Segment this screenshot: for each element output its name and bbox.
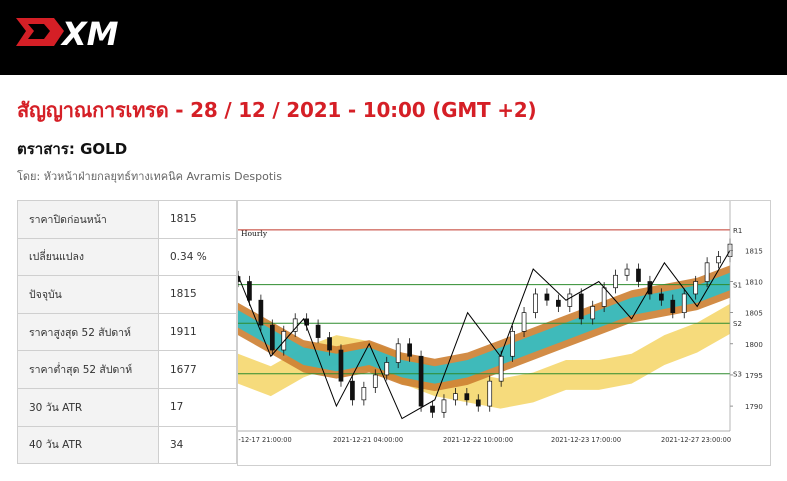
candle-body	[407, 343, 412, 357]
candle-body	[658, 293, 664, 301]
candle-body	[693, 281, 699, 295]
stat-label: ปัจจุบัน	[17, 275, 159, 314]
y-tick-label: 1815	[745, 247, 763, 255]
page-title: สัญญาณการเทรด - 28 / 12 / 2021 - 10:00 (…	[17, 98, 537, 122]
price-chart-svg: R1 S1 S2 S3 1790 1795 1800 1805 1810 1815 21-12-17…	[238, 201, 763, 444]
xm-logo-emblem-cutout	[28, 24, 50, 39]
candle-body	[521, 312, 527, 332]
table-row: ปัจจุบัน 1815	[17, 275, 237, 314]
candle-body	[350, 380, 355, 401]
candle-body	[590, 306, 596, 320]
candle-body	[292, 318, 298, 332]
slow-ma-band	[238, 303, 730, 409]
candle-body	[269, 324, 275, 351]
x-tick-label: 2021-12-21 04:00:00	[333, 436, 403, 444]
candle-body	[578, 293, 584, 320]
candle-body	[533, 293, 538, 314]
candle-body	[510, 330, 515, 357]
candle-body	[681, 293, 687, 314]
x-tick-label: 2021-12-23 17:00:00	[551, 436, 621, 444]
candle-body	[670, 299, 676, 314]
y-tick-label: 1810	[745, 279, 763, 287]
candle-body	[498, 355, 504, 382]
xm-logo-text: XM	[60, 15, 119, 50]
stat-value: 34	[158, 425, 237, 465]
table-row: 40 วัน ATR 34	[17, 425, 237, 465]
candle-body	[567, 293, 573, 307]
candle-body	[716, 256, 721, 264]
stat-label: ราคาสูงสุด 52 สัปดาห์	[17, 312, 159, 352]
author-byline: โดย: หัวหน้าฝ่ายกลยุทธ์ทางเทคนิค Avramis…	[17, 170, 282, 183]
x-tick-label: 21-12-17 21:00:00	[238, 436, 292, 444]
level-label-s2: S2	[733, 320, 742, 328]
candle-body	[636, 268, 641, 282]
candle-body	[258, 299, 264, 326]
timeframe-label: Hourly	[241, 229, 268, 238]
candle-body	[601, 287, 607, 307]
level-label-r1: R1	[733, 227, 742, 235]
price-chart: R1 S1 S2 S3 1790 1795 1800 1805 1810 1815 21-12-17…	[237, 200, 771, 466]
candle-body	[384, 362, 390, 376]
stat-value: 1677	[158, 350, 237, 389]
level-label-s3: S3	[733, 371, 742, 379]
stat-label: ราคาปิดก่อนหน้า	[17, 200, 159, 239]
candle-body	[281, 330, 287, 351]
candle-body	[475, 399, 481, 407]
top-header-bar: XM	[0, 0, 787, 75]
candle-body	[430, 405, 435, 413]
candle-body	[613, 274, 618, 289]
candle-body	[327, 337, 332, 351]
table-row: ราคาสูงสุด 52 สัปดาห์ 1911	[17, 312, 237, 352]
x-tick-label: 2021-12-27 23:00:00	[661, 436, 731, 444]
table-row: 30 วัน ATR 17	[17, 387, 237, 427]
candle-body	[395, 343, 401, 363]
stat-label: ราคาต่ำสุด 52 สัปดาห์	[17, 350, 159, 389]
x-tick-label: 2021-12-22 10:00:00	[443, 436, 513, 444]
candle-body	[556, 299, 561, 307]
stat-label: เปลี่ยนแปลง	[17, 237, 159, 277]
table-row: เปลี่ยนแปลง 0.34 %	[17, 237, 237, 277]
inner-ma-band	[238, 272, 730, 384]
candle-body	[315, 324, 321, 338]
y-tick-label: 1800	[745, 341, 763, 349]
candle-body	[464, 393, 470, 401]
stat-value: 17	[158, 387, 237, 427]
level-label-s1: S1	[733, 282, 742, 290]
stat-value: 1815	[158, 275, 237, 314]
table-row: ราคาต่ำสุด 52 สัปดาห์ 1677	[17, 350, 237, 389]
candle-body	[441, 399, 447, 413]
instrument-label: ตราสาร: GOLD	[17, 140, 128, 158]
stat-label: 30 วัน ATR	[17, 387, 159, 427]
candle-body	[418, 355, 424, 407]
stat-value: 0.34 %	[158, 237, 237, 277]
candle-body	[372, 374, 378, 388]
candle-body	[361, 387, 367, 401]
stat-value: 1911	[158, 312, 237, 352]
y-tick-label: 1805	[745, 310, 763, 318]
y-tick-label: 1795	[745, 372, 763, 380]
table-row: ราคาปิดก่อนหน้า 1815	[17, 200, 237, 239]
y-tick-label: 1790	[745, 403, 763, 411]
candle-body	[544, 293, 550, 301]
candle-body	[704, 262, 710, 282]
xm-logo[interactable]: XM	[14, 14, 134, 50]
stats-table: ราคาปิดก่อนหน้า 1815 เปลี่ยนแปลง 0.34 % ปั…	[17, 200, 237, 465]
candle-body	[453, 393, 458, 401]
stat-value: 1815	[158, 200, 237, 239]
zigzag-line	[238, 250, 731, 420]
stat-label: 40 วัน ATR	[17, 425, 159, 465]
candle-body	[338, 349, 344, 382]
candle-body	[624, 268, 630, 276]
candle-body	[487, 380, 493, 407]
candle-body	[247, 281, 252, 301]
